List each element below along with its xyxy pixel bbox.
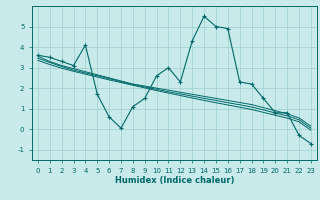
X-axis label: Humidex (Indice chaleur): Humidex (Indice chaleur): [115, 176, 234, 185]
